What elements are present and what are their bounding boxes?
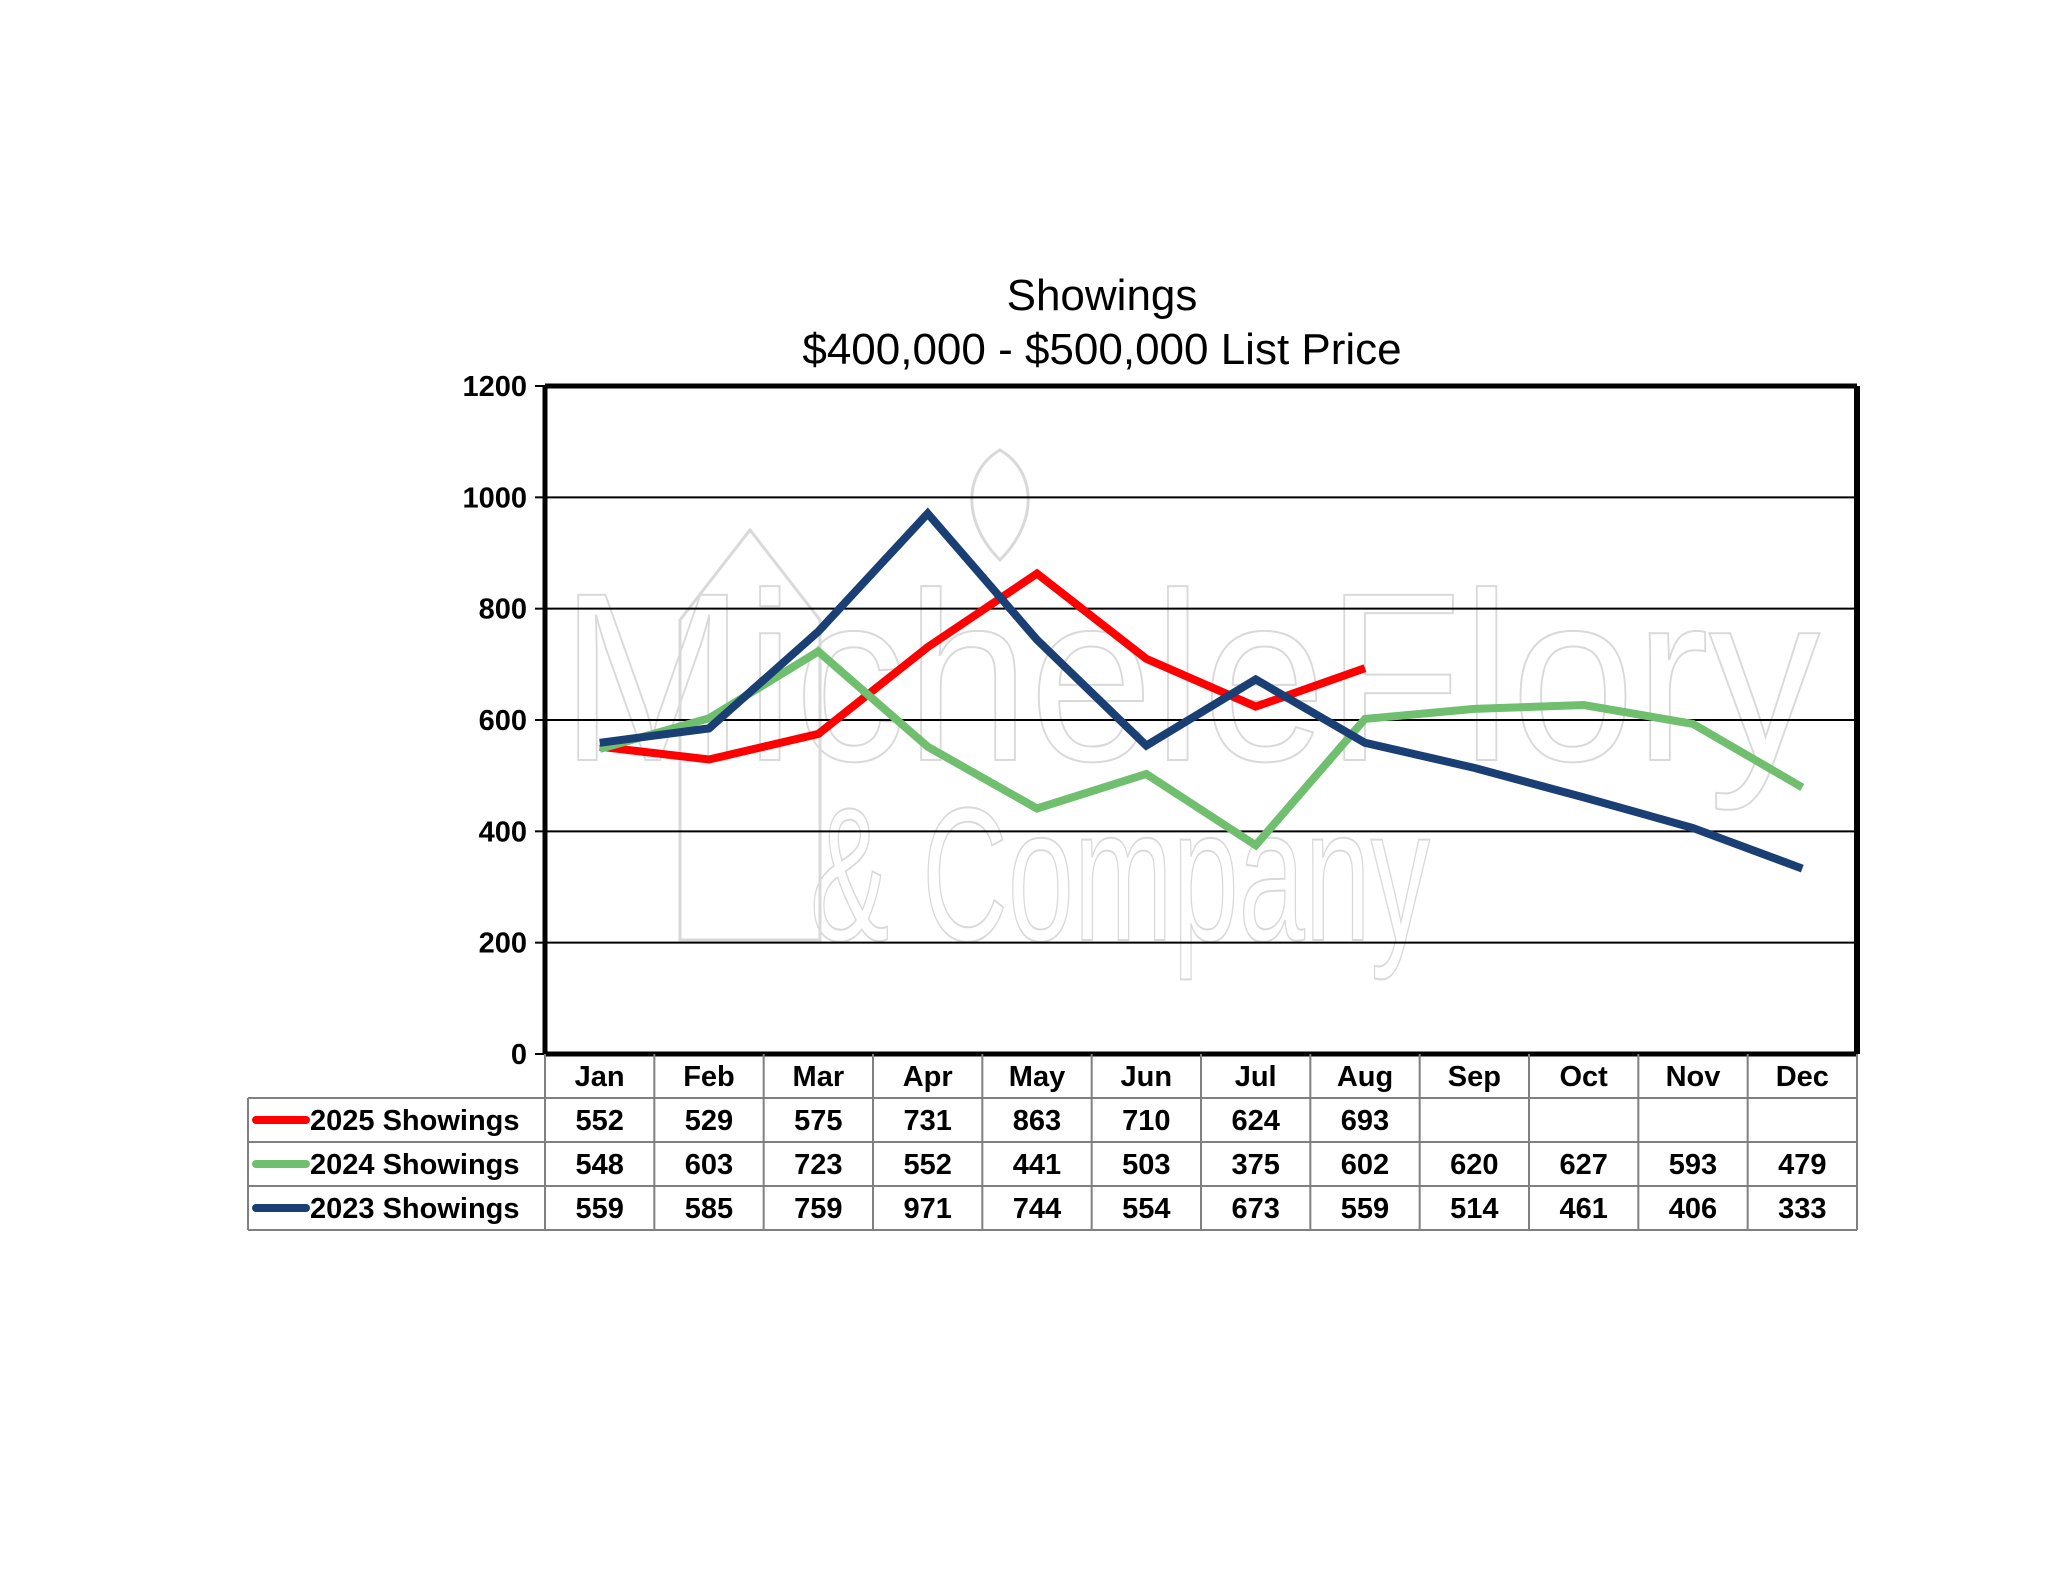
table-cell: 552 — [575, 1105, 623, 1137]
x-category-label: Dec — [1776, 1061, 1829, 1093]
x-category-label: May — [1009, 1061, 1065, 1093]
series-line-2 — [598, 646, 1805, 851]
x-category-label: Jan — [575, 1061, 625, 1093]
series-label: 2025 Showings — [310, 1105, 520, 1137]
series-label: 2024 Showings — [310, 1149, 520, 1181]
table-cell: 593 — [1669, 1149, 1717, 1181]
table-cell: 559 — [1341, 1193, 1389, 1225]
table-cell: 514 — [1450, 1193, 1498, 1225]
x-category-label: Nov — [1666, 1061, 1721, 1093]
table-cell: 710 — [1122, 1105, 1170, 1137]
table-cell: 559 — [575, 1193, 623, 1225]
table-cell: 673 — [1231, 1193, 1279, 1225]
table-cell: 503 — [1122, 1149, 1170, 1181]
table-cell: 554 — [1122, 1193, 1170, 1225]
table-cell: 620 — [1450, 1149, 1498, 1181]
watermark-leaf-icon — [970, 448, 1030, 563]
table-cell: 406 — [1669, 1193, 1717, 1225]
table-cell: 723 — [794, 1149, 842, 1181]
table-cell: 529 — [685, 1105, 733, 1137]
x-category-label: Feb — [683, 1061, 735, 1093]
x-category-label: Oct — [1559, 1061, 1608, 1093]
table-cell: 461 — [1559, 1193, 1607, 1225]
series-line-1 — [599, 568, 1367, 764]
y-tick-label: 200 — [479, 928, 527, 960]
data-table: Jan Feb Mar Apr May Jun Jul Aug Sep Oct Nov Dec 2025… — [247, 1054, 1858, 1231]
x-category-label: Jun — [1121, 1061, 1173, 1093]
table-cell: 627 — [1559, 1149, 1607, 1181]
y-tick-label: 1000 — [462, 482, 527, 514]
watermark-house-icon — [678, 527, 822, 942]
table-cell: 603 — [685, 1149, 733, 1181]
x-category-label: Sep — [1448, 1061, 1501, 1093]
table-cell: 585 — [685, 1193, 733, 1225]
table-cell: 479 — [1778, 1149, 1826, 1181]
chart-title: Showings — [1007, 271, 1198, 320]
table-cell: 602 — [1341, 1149, 1389, 1181]
table-cell: 548 — [575, 1149, 623, 1181]
table-cell: 624 — [1231, 1105, 1279, 1137]
y-tick-label: 0 — [511, 1039, 527, 1071]
y-tick-label: 600 — [479, 705, 527, 737]
y-tick-label: 1200 — [462, 371, 527, 403]
x-category-label: Apr — [903, 1061, 953, 1093]
table-cell: 971 — [903, 1193, 951, 1225]
x-category-label: Aug — [1337, 1061, 1393, 1093]
table-cell: 333 — [1778, 1193, 1826, 1225]
table-cell: 693 — [1341, 1105, 1389, 1137]
x-category-label: Jul — [1235, 1061, 1277, 1093]
chart-subtitle: $400,000 - $500,000 List Price — [802, 325, 1401, 374]
table-cell: 731 — [903, 1105, 951, 1137]
table-cell: 375 — [1231, 1149, 1279, 1181]
y-tick-label: 800 — [479, 594, 527, 626]
table-cell: 863 — [1013, 1105, 1061, 1137]
table-cell: 744 — [1013, 1193, 1061, 1225]
table-cell: 575 — [794, 1105, 842, 1137]
table-cell: 441 — [1013, 1149, 1061, 1181]
table-cell: 552 — [903, 1149, 951, 1181]
series-label: 2023 Showings — [310, 1193, 520, 1225]
table-cell: 759 — [794, 1193, 842, 1225]
watermark-line2: & Company — [810, 769, 1430, 981]
y-axis: 0 200 400 600 800 1000 1200 — [462, 371, 545, 1071]
series-line-3 — [599, 507, 1804, 873]
x-category-label: Mar — [793, 1061, 845, 1093]
y-tick-label: 400 — [479, 816, 527, 848]
